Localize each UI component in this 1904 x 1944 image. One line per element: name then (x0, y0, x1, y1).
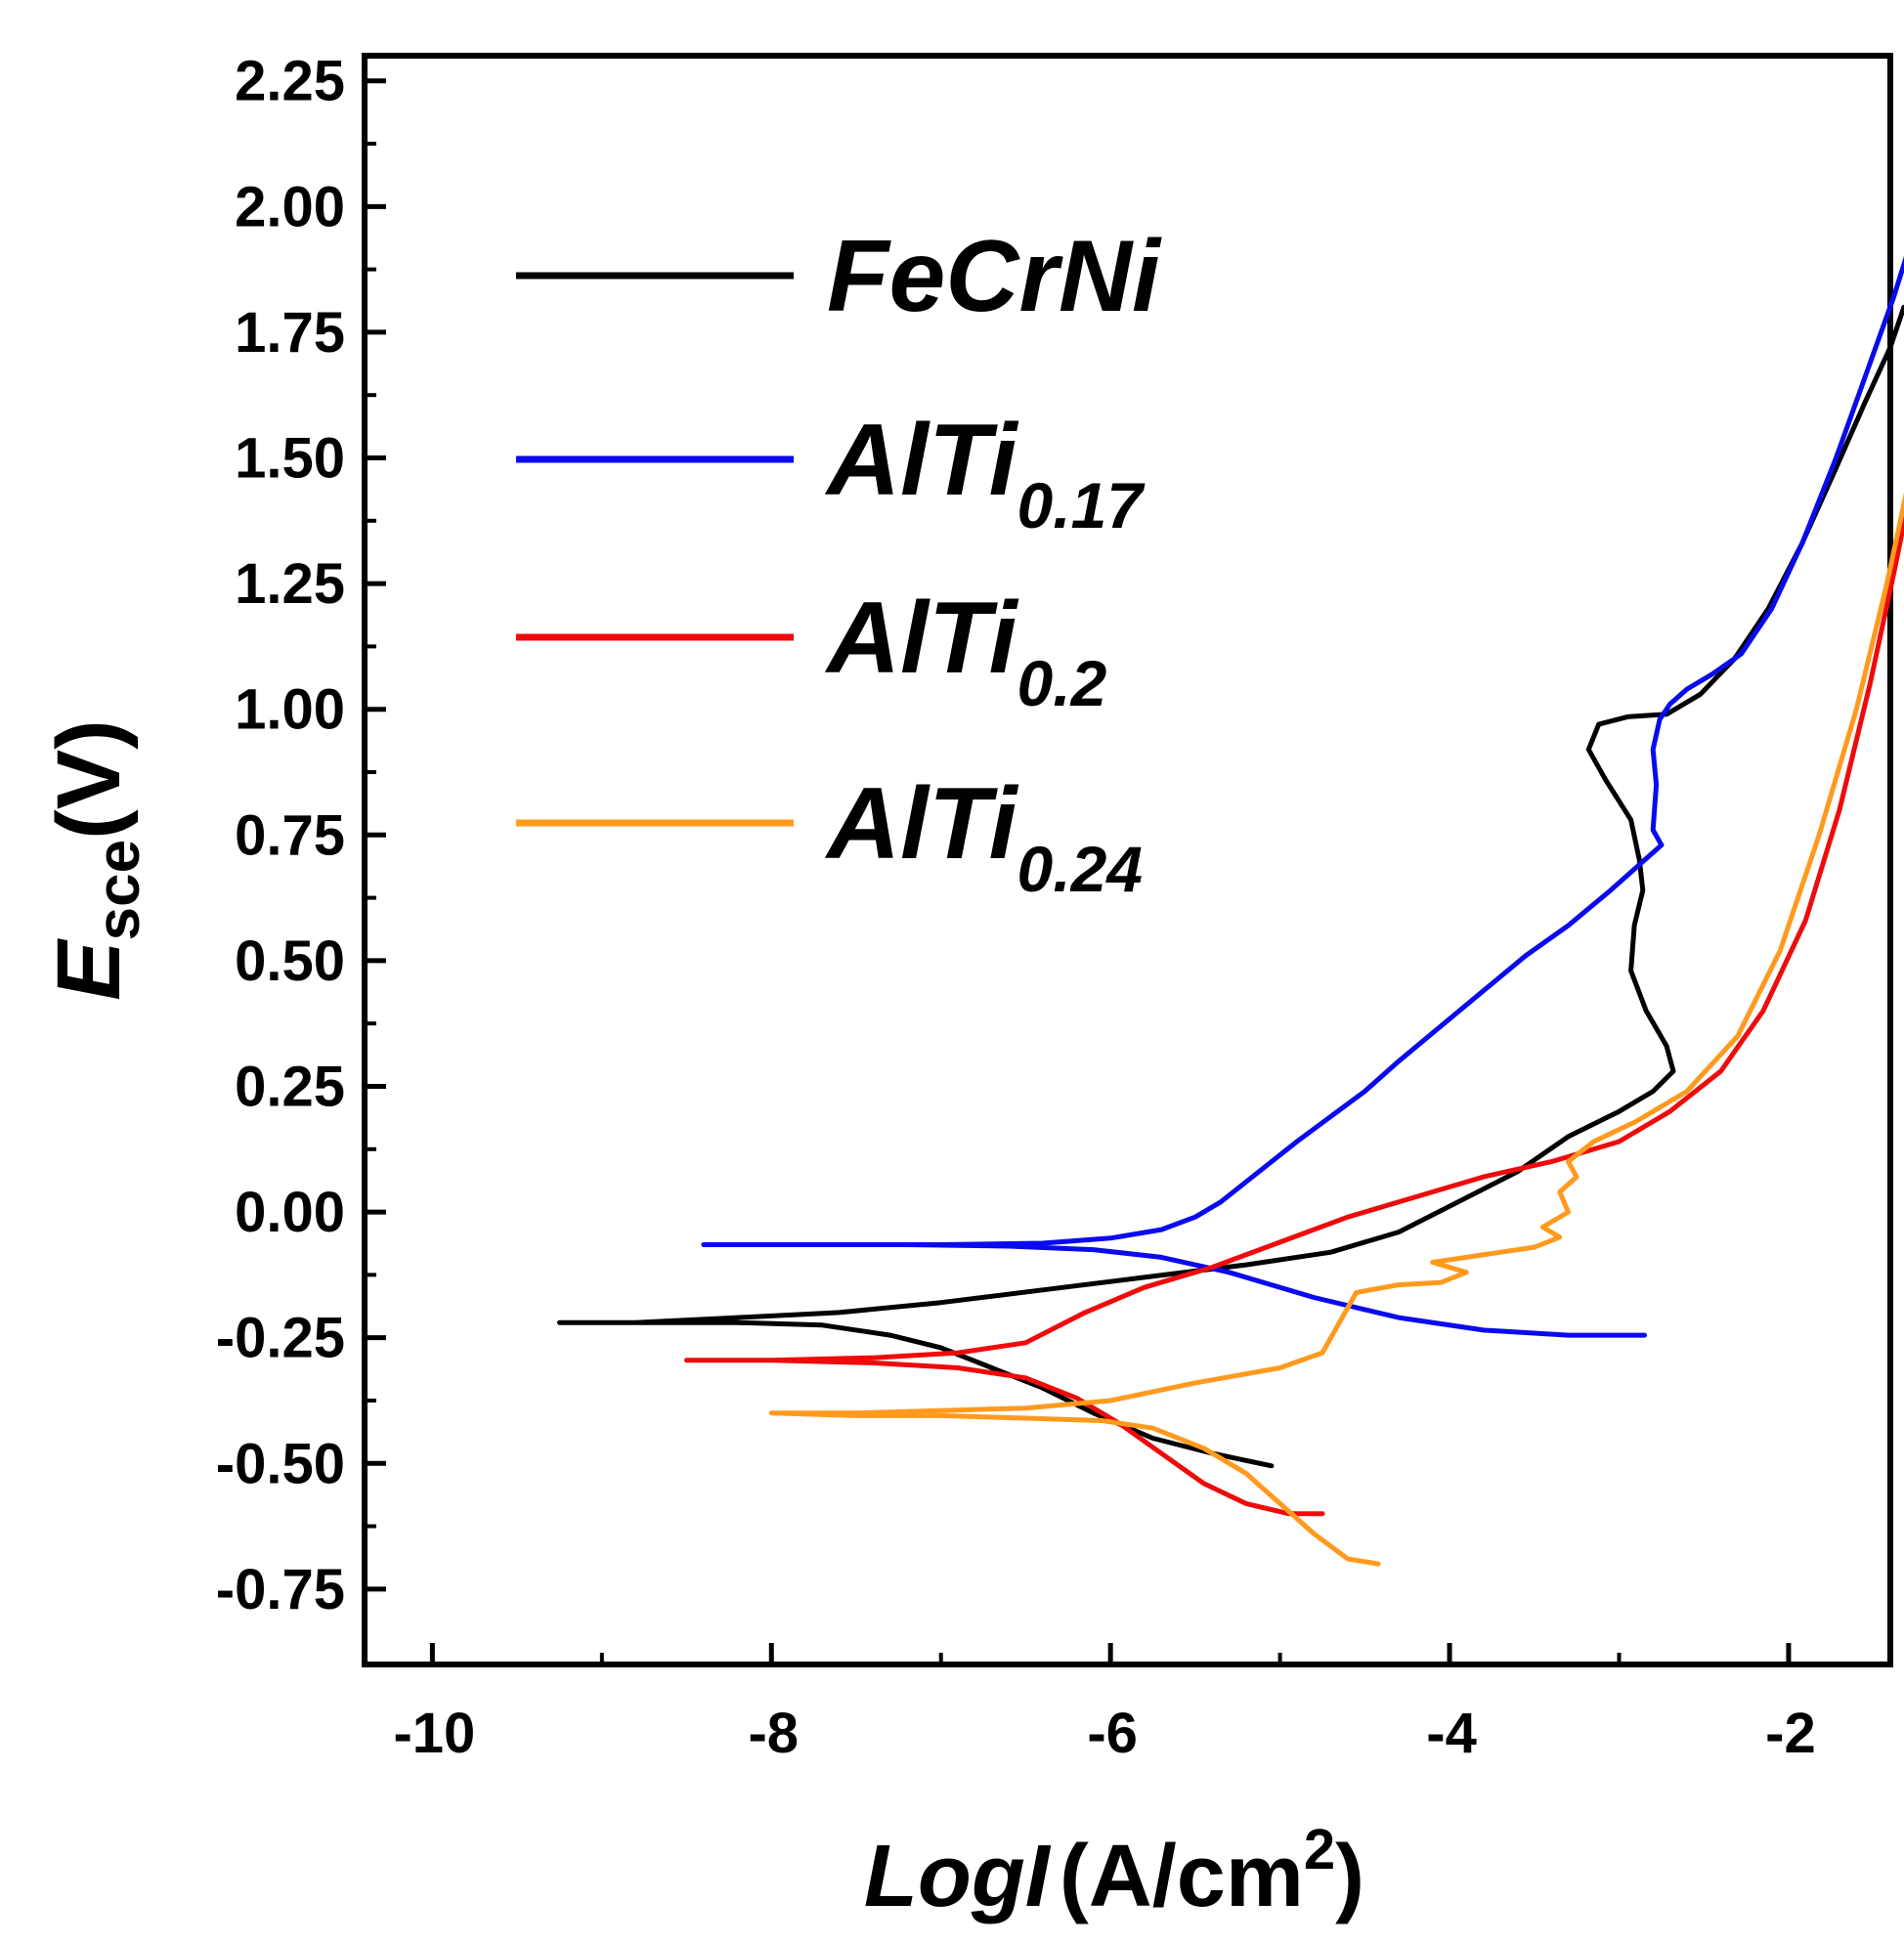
y-tick-label: 0.00 (235, 1181, 345, 1244)
y-axis-title-unit: (V) (39, 719, 139, 840)
series-line-alti-017 (701, 255, 1904, 1338)
legend: FeCrNi AlTi0.17 AlTi0.2 AlTi0.24 (516, 220, 1162, 905)
series-line-alti-024 (768, 492, 1904, 1567)
y-tick-label: 1.00 (235, 678, 345, 742)
x-tick-label: -10 (393, 1702, 475, 1765)
x-tick-label: -6 (1087, 1702, 1138, 1765)
y-tick-label: 0.25 (235, 1055, 345, 1118)
y-tick-label: 1.25 (235, 552, 345, 616)
y-tick-label: -0.25 (216, 1307, 345, 1370)
plot-frame (362, 53, 1893, 1667)
series-line-alti-02 (684, 510, 1904, 1517)
y-tick-label: -0.75 (216, 1558, 345, 1621)
y-tick-label: 2.25 (235, 50, 345, 113)
x-axis-title: LogI (A/cm2) (864, 1818, 1364, 1925)
series-line-fecrni (557, 304, 1904, 1469)
x-tick-label: -8 (748, 1702, 799, 1765)
y-tick-labels: -0.75 -0.50 -0.25 0.00 0.25 0.50 0.75 1.00 1.25 1… (216, 50, 345, 1621)
y-axis-title: Esce(V) (39, 719, 152, 1000)
y-tick-label: 0.50 (235, 929, 345, 993)
y-tick-label: -0.50 (216, 1432, 345, 1495)
x-tick-label: -4 (1426, 1702, 1477, 1765)
y-axis-title-main: E (39, 938, 139, 1001)
y-tick-label: 1.75 (235, 301, 345, 365)
legend-label: AlTi0.17 (824, 404, 1146, 541)
x-tick-label: -2 (1765, 1702, 1816, 1765)
legend-label: AlTi0.24 (824, 767, 1143, 905)
x-axis-title-unit-sup: 2 (1304, 1818, 1335, 1881)
y-tick-label: 2.00 (235, 175, 345, 238)
x-axis-title-unit-suffix: ) (1335, 1828, 1364, 1925)
y-tick-label: 1.50 (235, 427, 345, 491)
x-axis-title-unit-prefix: (A/cm (1060, 1828, 1304, 1925)
y-axis-title-sub: sce (85, 840, 152, 940)
data-series (557, 255, 1904, 1567)
legend-label: FeCrNi (827, 220, 1162, 333)
x-tick-labels: -10 -8 -6 -4 -2 (393, 1702, 1815, 1765)
x-axis-title-main: LogI (864, 1828, 1052, 1925)
legend-label: AlTi0.2 (824, 582, 1107, 719)
axis-ticks (365, 78, 1792, 1664)
y-tick-label: 0.75 (235, 803, 345, 867)
